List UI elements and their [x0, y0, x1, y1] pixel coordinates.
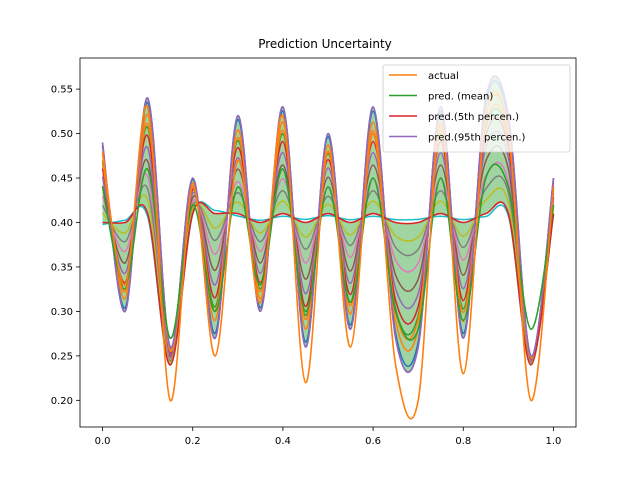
legend-box	[382, 64, 571, 153]
y-tick-label: 0.30	[51, 307, 73, 318]
legend: actual pred. (mean) pred.(5th percen.) pred…	[382, 64, 571, 153]
x-tick-label: 0.4	[275, 436, 291, 447]
legend-label: pred.(95th percen.)	[428, 133, 526, 144]
y-tick-label: 0.35	[51, 262, 73, 273]
x-tick-label: 0.6	[365, 436, 381, 447]
sample-line	[101, 175, 555, 364]
series-lines	[101, 75, 555, 420]
legend-label: pred.(5th percen.)	[428, 112, 519, 123]
sample-line	[102, 201, 555, 366]
y-tick-label: 0.25	[51, 351, 73, 362]
y-tick-label: 0.20	[51, 396, 73, 407]
y-tick-label: 0.50	[51, 129, 73, 140]
x-tick-label: 1.0	[546, 436, 562, 447]
sample-line	[101, 187, 555, 365]
series-line-pred-5th-percen	[102, 201, 555, 366]
x-tick-label: 0.8	[455, 436, 471, 447]
chart-title: Prediction Uncertainty	[258, 37, 392, 51]
y-axis: 0.20 0.25 0.30 0.35 0.40 0.45 0.50 0.55	[51, 85, 80, 407]
series-line-actual	[101, 90, 555, 420]
legend-label: pred. (mean)	[428, 92, 493, 103]
x-axis: 0.0 0.2 0.4 0.6 0.8 1.0	[95, 427, 562, 447]
y-tick-label: 0.40	[51, 218, 73, 229]
y-tick-label: 0.45	[51, 174, 73, 185]
series-line-pred-95th-percen	[101, 75, 555, 373]
y-tick-label: 0.55	[51, 85, 73, 96]
x-tick-label: 0.0	[95, 436, 111, 447]
plot-frame	[79, 57, 577, 428]
legend-label: actual	[428, 71, 459, 82]
x-tick-label: 0.2	[185, 436, 201, 447]
